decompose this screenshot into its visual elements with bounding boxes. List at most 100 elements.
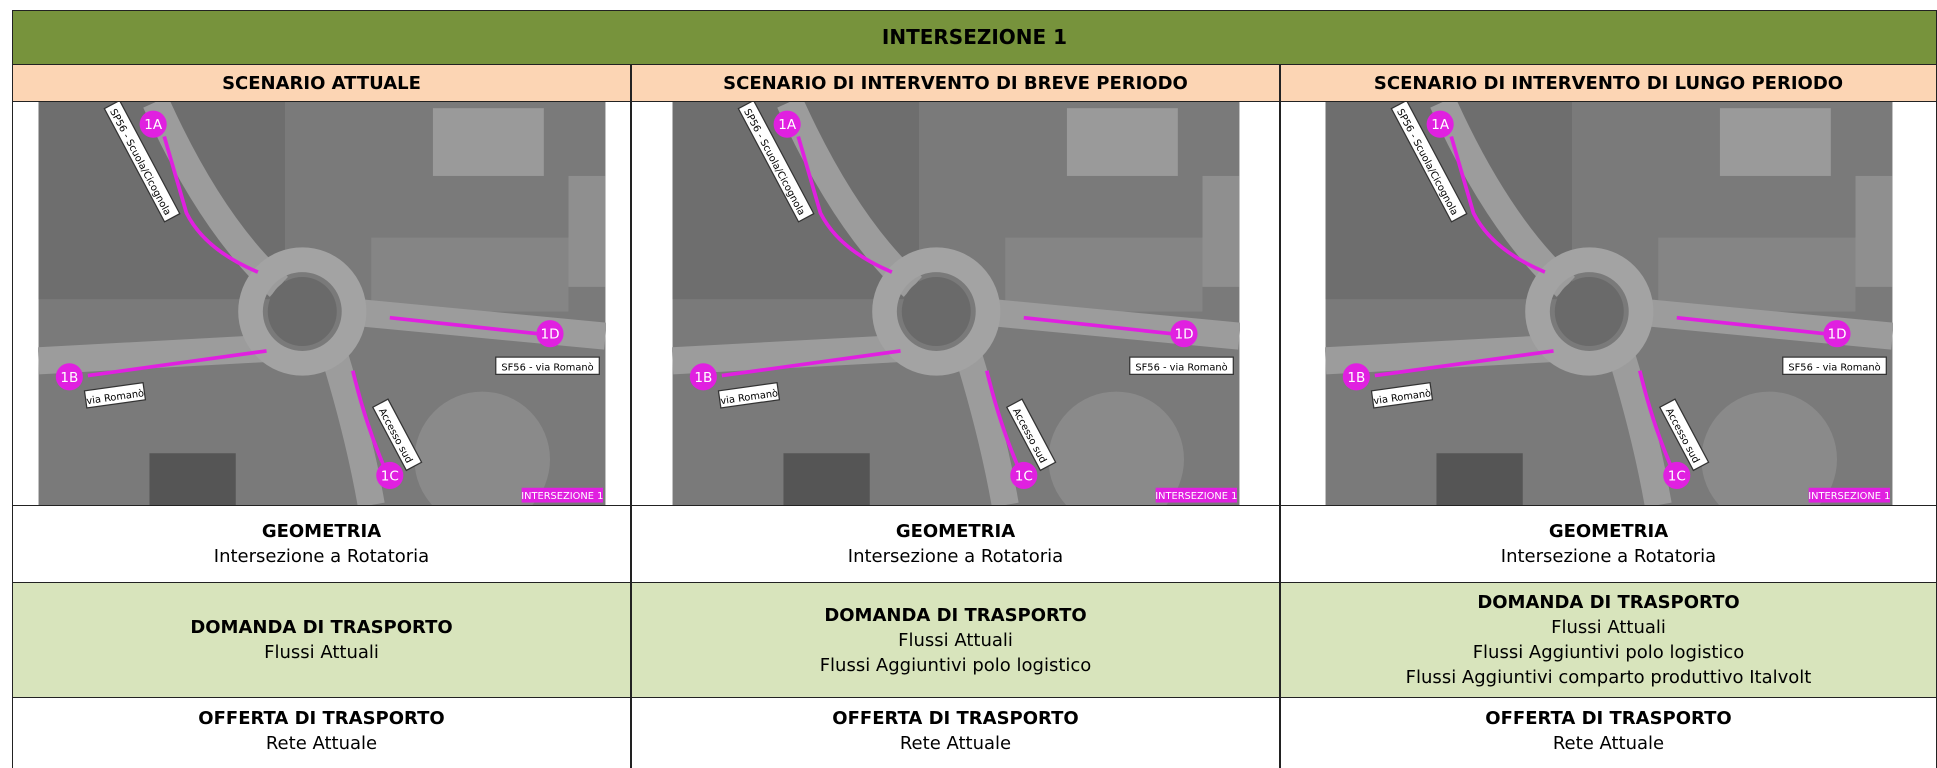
- offerta-label: OFFERTA DI TRASPORTO: [1485, 708, 1732, 729]
- building: [1066, 108, 1178, 176]
- road-tag-box: [103, 102, 181, 223]
- flow-marker: [1426, 110, 1454, 138]
- flow-arrow: [795, 135, 893, 274]
- domanda-text: Flussi Aggiuntivi comparto produttivo It…: [1405, 667, 1812, 688]
- flow-marker-label: 1B: [1347, 370, 1365, 386]
- road-tag-box: [1370, 381, 1433, 409]
- flow-marker-label: 1D: [540, 327, 559, 343]
- title: INTERSEZIONE 1: [881, 25, 1068, 49]
- field: [370, 237, 568, 312]
- road-tag-box: [1128, 356, 1234, 375]
- road-tag-box: [717, 381, 780, 409]
- image-tag-box: [521, 487, 603, 503]
- flow-arrow: [161, 135, 259, 274]
- island: [1554, 277, 1624, 347]
- flow-arrow: [1637, 370, 1672, 467]
- road-tag-box: [1005, 398, 1056, 472]
- image-tag: INTERSEZIONE 1: [1808, 491, 1890, 502]
- flow-marker: [1009, 461, 1037, 489]
- flow-marker: [55, 363, 83, 391]
- road-tag: SF56 - via Romanò: [1128, 356, 1234, 375]
- geometria-cell: GEOMETRIA Intersezione a Rotatoria: [12, 505, 631, 583]
- building: [782, 453, 870, 505]
- road: [37, 334, 267, 375]
- roundabout: [237, 247, 366, 376]
- road: [1607, 350, 1672, 505]
- building: [567, 175, 605, 287]
- geometria-label: GEOMETRIA: [895, 521, 1016, 542]
- building: [1435, 453, 1523, 505]
- flow-marker: [1169, 320, 1198, 348]
- field: [413, 391, 550, 505]
- header-cell: SCENARIO DI INTERVENTO DI LUNGO PERIODO: [1280, 64, 1937, 102]
- geometria-text: Intersezione a Rotatoria: [1500, 546, 1717, 567]
- geometria-label: GEOMETRIA: [1548, 521, 1669, 542]
- flow-arrow: [984, 370, 1019, 467]
- field: [1700, 391, 1837, 505]
- road: [671, 334, 901, 375]
- road-tag-box: [83, 381, 146, 409]
- domanda-text: Flussi Attuali: [898, 629, 1013, 651]
- flow-marker-label: 1C: [1014, 468, 1032, 484]
- road-tag-box: [371, 398, 422, 472]
- column-header: SCENARIO ATTUALE: [222, 72, 421, 94]
- offerta-label: OFFERTA DI TRASPORTO: [198, 708, 445, 729]
- flow-marker: [1662, 461, 1690, 489]
- title-row: INTERSEZIONE 1: [12, 10, 1937, 65]
- offerta-cell: OFFERTA DI TRASPORTO Rete Attuale: [631, 697, 1280, 768]
- domanda-cell: DOMANDA DI TRASPORTO Flussi Attuali: [12, 582, 631, 698]
- domanda-text: Flussi Attuali: [264, 642, 379, 663]
- building: [1719, 108, 1831, 176]
- geometria-cell: GEOMETRIA Intersezione a Rotatoria: [1280, 505, 1937, 583]
- offerta-cell: OFFERTA DI TRASPORTO Rete Attuale: [1280, 697, 1937, 768]
- flow-marker-label: 1A: [144, 117, 163, 133]
- domanda-label: DOMANDA DI TRASPORTO: [1477, 592, 1740, 613]
- domanda-text: Flussi Aggiuntivi polo logistico: [819, 654, 1092, 676]
- road: [1324, 334, 1554, 375]
- header-cell: SCENARIO ATTUALE: [12, 64, 631, 102]
- geometria-cell: GEOMETRIA Intersezione a Rotatoria: [631, 505, 1280, 583]
- road-tag: SF56 - via Romanò: [494, 356, 600, 375]
- flow-arrow: [350, 370, 385, 467]
- flow-marker-label: 1D: [1827, 327, 1846, 343]
- image-cell: 1A 1B 1C 1D SF56 - via Romanò via Romanò Acces…: [631, 101, 1280, 506]
- building: [1201, 175, 1239, 287]
- flow-arrow: [1448, 135, 1546, 274]
- flow-arrow: [1023, 315, 1172, 336]
- domanda-cell: DOMANDA DI TRASPORTO Flussi Attuali Flussi…: [1280, 582, 1937, 698]
- flow-marker-label: 1D: [1174, 327, 1193, 343]
- flow-arrow: [87, 349, 267, 378]
- offerta-text: Rete Attuale: [1552, 733, 1665, 754]
- offerta-label: OFFERTA DI TRASPORTO: [832, 708, 1079, 729]
- column-header: SCENARIO DI INTERVENTO DI LUNGO PERIODO: [1373, 72, 1844, 94]
- road-tag-box: [1781, 356, 1887, 375]
- offerta-text: Rete Attuale: [265, 733, 378, 754]
- flow-arrow: [1374, 349, 1554, 378]
- road-tag-box: [494, 356, 600, 375]
- image-tag-box: [1155, 487, 1237, 503]
- road: [320, 350, 385, 505]
- roundabout: [871, 247, 1000, 376]
- image-cell: 1A 1B 1C 1D SF56 - via Romanò via Romanò Acces…: [12, 101, 631, 506]
- domanda-label: DOMANDA DI TRASPORTO: [824, 604, 1087, 626]
- flow-marker-label: 1C: [1667, 468, 1685, 484]
- flow-marker-label: 1A: [1431, 117, 1450, 133]
- building: [432, 108, 544, 176]
- flow-marker: [375, 461, 403, 489]
- flow-arrow: [1676, 315, 1825, 336]
- island: [267, 277, 337, 347]
- field: [1657, 237, 1855, 312]
- geometria-text: Intersezione a Rotatoria: [847, 546, 1064, 567]
- road-tag: via Romanò: [717, 381, 780, 409]
- road-tag: SF56 - via Romanò: [1781, 356, 1887, 375]
- flow-marker: [535, 320, 564, 348]
- column-header: SCENARIO DI INTERVENTO DI BREVE PERIODO: [723, 72, 1188, 94]
- geometria-text: Intersezione a Rotatoria: [213, 546, 430, 567]
- domanda-text: Flussi Aggiuntivi polo logistico: [1472, 642, 1745, 663]
- road-tag-box: [737, 102, 815, 223]
- island: [901, 277, 971, 347]
